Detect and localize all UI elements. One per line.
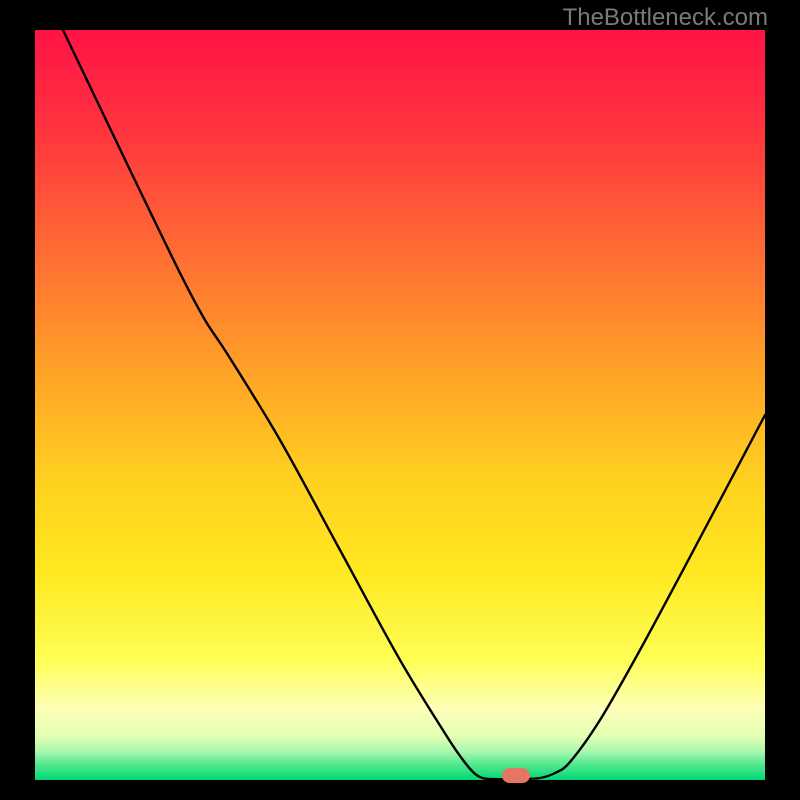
frame-bottom bbox=[0, 780, 800, 800]
bottleneck-chart: TheBottleneck.com bbox=[0, 0, 800, 800]
watermark-text: TheBottleneck.com bbox=[563, 4, 768, 32]
frame-right bbox=[765, 0, 800, 800]
optimal-marker bbox=[502, 768, 530, 783]
frame-left bbox=[0, 0, 35, 800]
chart-background-gradient bbox=[35, 30, 765, 780]
